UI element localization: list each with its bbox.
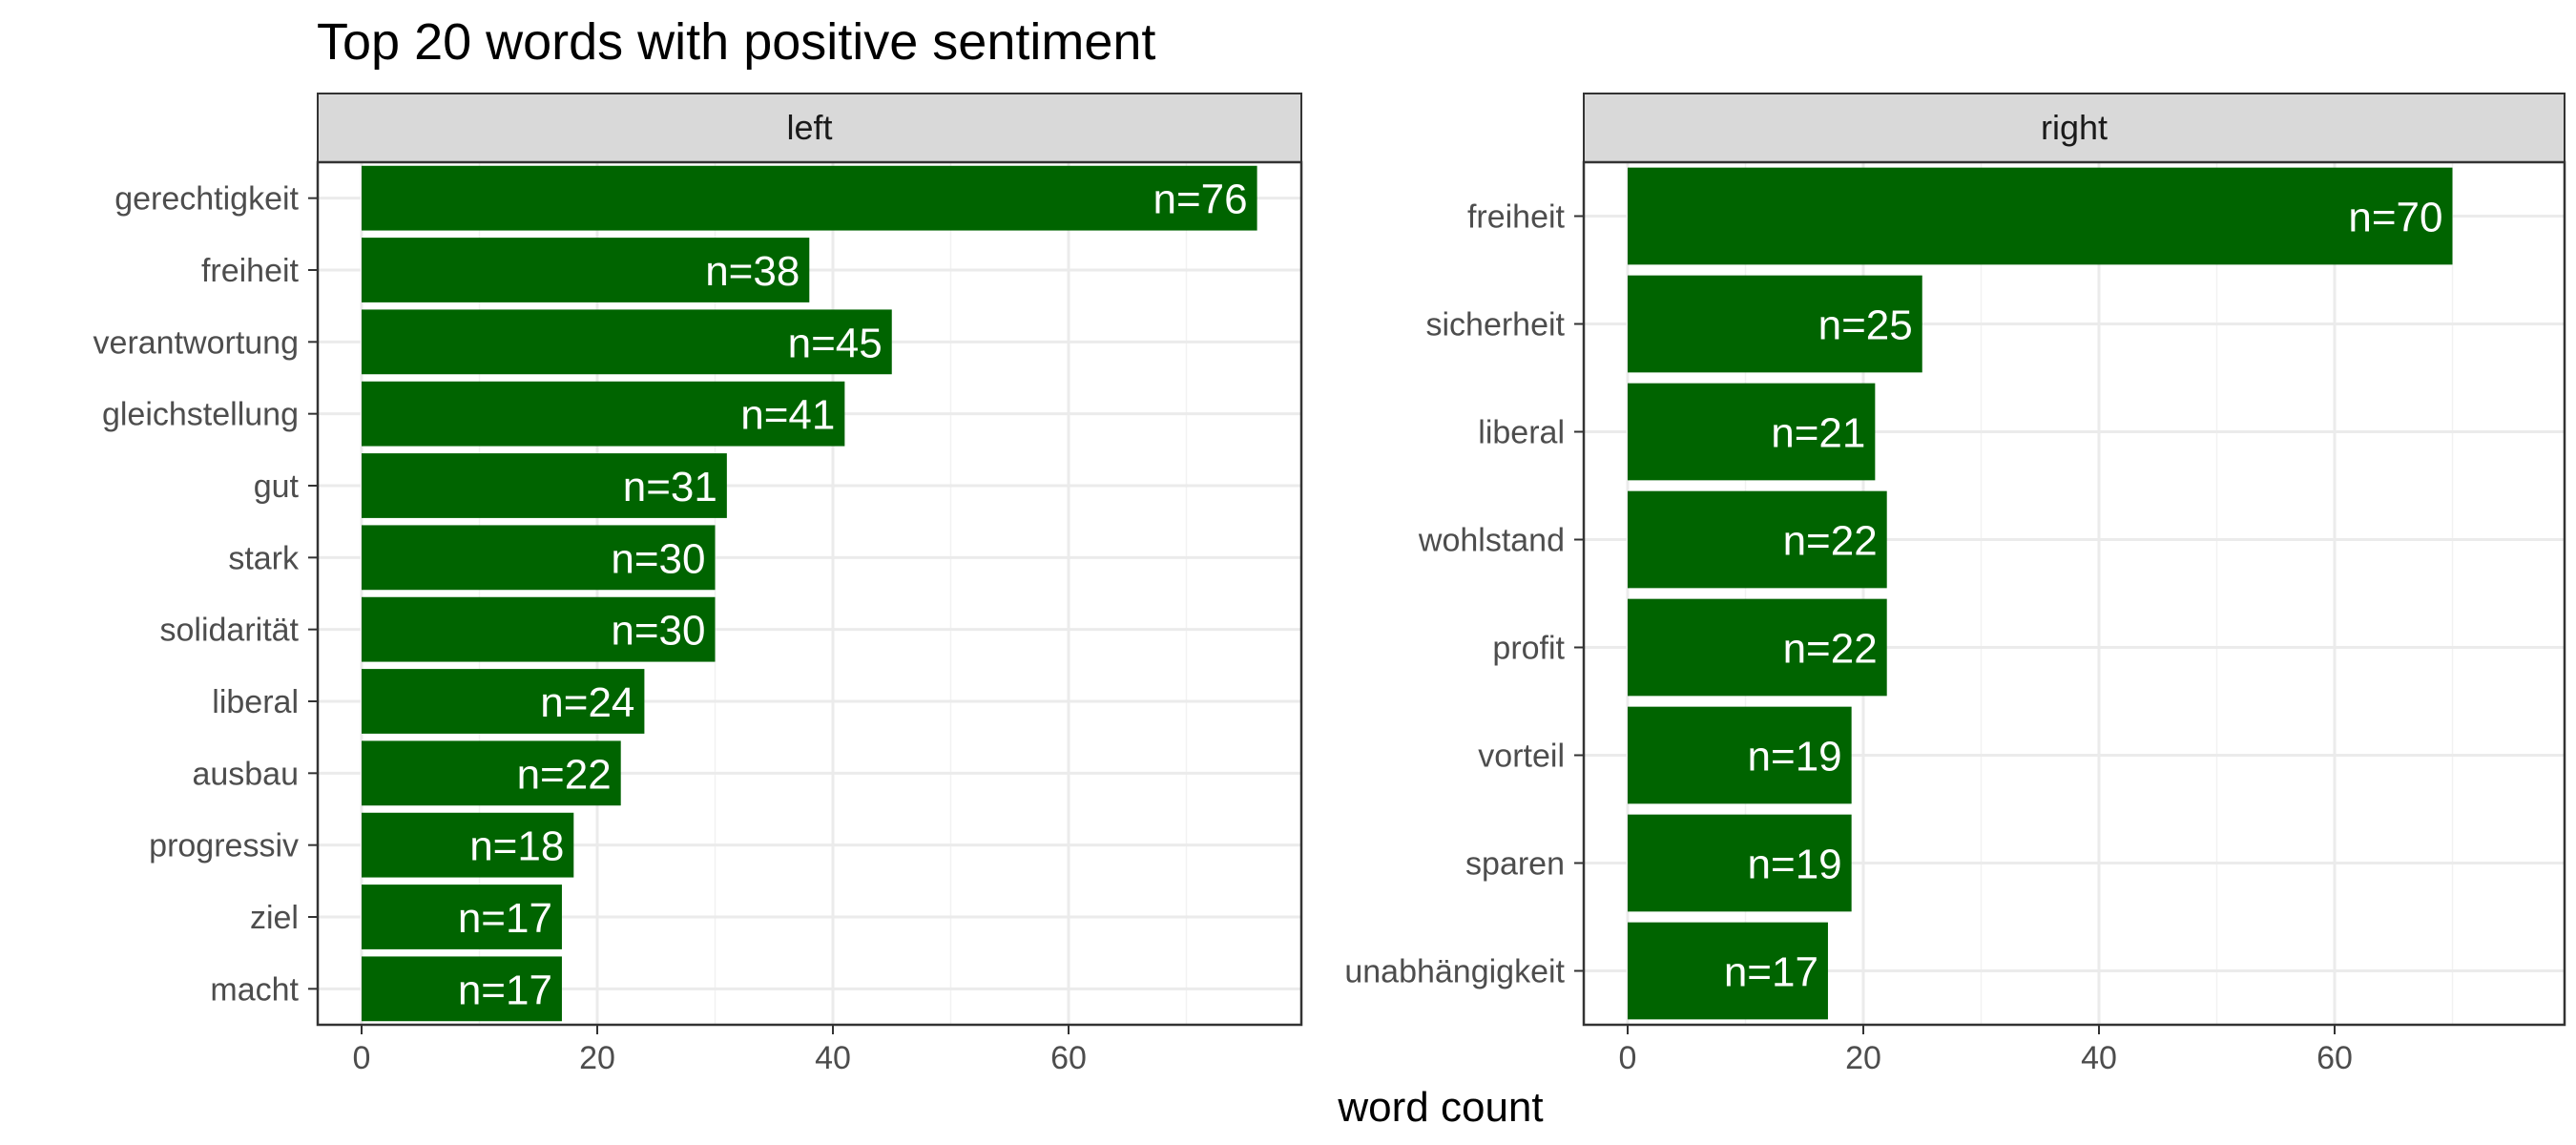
y-tick-label: liberal xyxy=(212,684,299,720)
bar-value-label: n=76 xyxy=(1153,177,1247,223)
bar-value-label: n=19 xyxy=(1748,842,1842,888)
y-tick-label: profit xyxy=(1492,631,1565,667)
bar xyxy=(362,740,621,806)
bar-value-label: n=38 xyxy=(705,248,800,295)
y-tick-label: freiheit xyxy=(1467,199,1566,236)
x-tick-label: 20 xyxy=(579,1040,615,1076)
bar xyxy=(1628,383,1876,481)
bar-value-label: n=18 xyxy=(469,823,564,870)
y-tick-label: gut xyxy=(254,468,300,505)
bar xyxy=(1628,275,1922,373)
bar xyxy=(362,525,716,591)
panel-border xyxy=(1582,160,2566,1027)
bar-value-label: n=24 xyxy=(540,679,634,726)
bar xyxy=(1628,706,1852,804)
x-tick-label: 40 xyxy=(815,1040,851,1076)
panel-left: left n=76 gerechtigkeit n=38 freiheit n=45 ver… xyxy=(93,93,1303,1076)
bar xyxy=(362,669,645,734)
bar-value-label: n=70 xyxy=(2348,195,2442,241)
facet-strip xyxy=(317,93,1302,163)
y-tick-label: vorteil xyxy=(1478,739,1565,775)
facet-strip-label: right xyxy=(2041,108,2108,147)
y-tick-label: stark xyxy=(228,540,300,576)
bar-value-label: n=17 xyxy=(1724,949,1818,996)
bar-value-label: n=22 xyxy=(517,751,612,798)
bar xyxy=(1628,814,1852,912)
x-tick-label: 40 xyxy=(2081,1040,2117,1076)
y-tick-label: sicherheit xyxy=(1425,307,1565,344)
bar-value-label: n=22 xyxy=(1783,518,1878,565)
bar xyxy=(362,238,810,302)
x-tick-label: 0 xyxy=(1619,1040,1637,1076)
bar-value-label: n=17 xyxy=(458,967,552,1013)
bar xyxy=(362,885,562,949)
bar-value-label: n=25 xyxy=(1818,302,1913,349)
bar-value-label: n=21 xyxy=(1771,410,1865,457)
bar-value-label: n=17 xyxy=(458,895,552,942)
bar-value-label: n=31 xyxy=(623,464,717,510)
bar xyxy=(1628,167,2453,265)
bar-value-label: n=30 xyxy=(611,535,705,582)
y-tick-label: wohlstand xyxy=(1418,523,1565,559)
y-tick-label: macht xyxy=(210,971,299,1008)
y-tick-label: sparen xyxy=(1465,846,1565,883)
panel-border xyxy=(316,160,1303,1027)
bar xyxy=(362,956,562,1022)
x-tick-label: 60 xyxy=(1050,1040,1087,1076)
bar xyxy=(362,812,574,878)
y-tick-label: gerechtigkeit xyxy=(114,181,299,218)
x-tick-label: 60 xyxy=(2316,1040,2353,1076)
panels: left n=76 gerechtigkeit n=38 freiheit n=45 ver… xyxy=(93,93,2566,1076)
bar xyxy=(362,309,892,375)
bar-value-label: n=19 xyxy=(1748,734,1842,781)
y-tick-label: verantwortung xyxy=(93,324,299,361)
bar-value-label: n=30 xyxy=(611,608,705,655)
panel-right: right n=70 freiheit n=25 sicherheit n=21 liber… xyxy=(1344,93,2566,1076)
facet-strip-label: left xyxy=(786,108,832,147)
y-tick-label: ziel xyxy=(250,900,299,936)
x-tick-label: 20 xyxy=(1845,1040,1881,1076)
bar xyxy=(362,165,1257,231)
facet-strip xyxy=(1583,93,2566,163)
bar-value-label: n=41 xyxy=(740,392,835,439)
y-tick-label: ausbau xyxy=(192,756,299,792)
y-tick-label: liberal xyxy=(1478,415,1565,451)
bar-value-label: n=45 xyxy=(788,320,883,366)
bar-value-label: n=22 xyxy=(1783,626,1878,673)
bar xyxy=(362,453,727,518)
chart-title: Top 20 words with positive sentiment xyxy=(317,13,1155,71)
bar xyxy=(362,381,845,447)
bar xyxy=(1628,490,1887,589)
y-tick-label: solidarität xyxy=(159,613,299,649)
bar xyxy=(1628,922,1828,1020)
x-axis-title: word count xyxy=(1337,1084,1543,1131)
panel-background xyxy=(318,162,1301,1025)
y-tick-label: gleichstellung xyxy=(102,397,299,433)
y-tick-label: freiheit xyxy=(201,253,300,289)
bar xyxy=(1628,598,1887,697)
x-tick-label: 0 xyxy=(353,1040,371,1076)
bar xyxy=(362,596,716,662)
y-tick-label: progressiv xyxy=(149,828,299,864)
y-tick-label: unabhängigkeit xyxy=(1344,954,1565,990)
